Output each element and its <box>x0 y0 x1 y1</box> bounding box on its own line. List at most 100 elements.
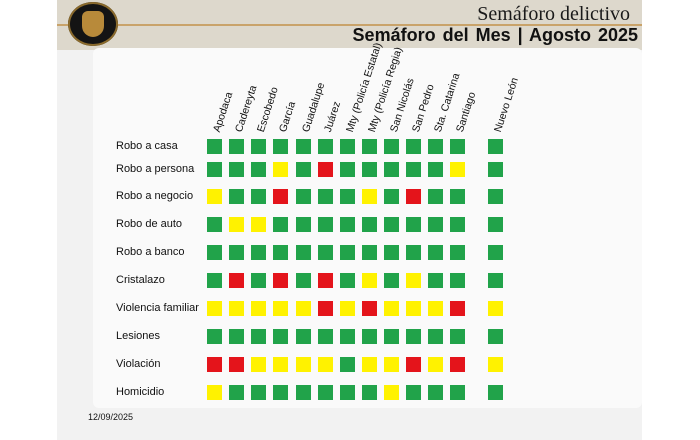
status-cell-green <box>229 162 244 177</box>
status-cell-green <box>340 273 355 288</box>
status-cell-green <box>450 245 465 260</box>
status-cell-green <box>428 385 443 400</box>
status-cell-yellow <box>207 189 222 204</box>
status-cell-green <box>207 162 222 177</box>
status-cell-yellow <box>207 385 222 400</box>
status-cell-green <box>340 385 355 400</box>
status-cell-green <box>296 162 311 177</box>
status-cell-green <box>251 273 266 288</box>
status-cell-green <box>488 385 503 400</box>
status-cell-green <box>207 217 222 232</box>
status-cell-green <box>428 162 443 177</box>
status-cell-yellow <box>273 357 288 372</box>
status-cell-green <box>296 217 311 232</box>
status-cell-green <box>362 162 377 177</box>
status-cell-green <box>406 162 421 177</box>
status-cell-green <box>362 329 377 344</box>
status-cell-green <box>488 162 503 177</box>
status-cell-green <box>428 189 443 204</box>
status-cell-green <box>362 385 377 400</box>
status-cell-green <box>229 385 244 400</box>
status-cell-green <box>488 139 503 154</box>
status-cell-red <box>229 357 244 372</box>
status-cell-green <box>428 245 443 260</box>
status-cell-green <box>428 273 443 288</box>
status-cell-green <box>318 245 333 260</box>
status-cell-green <box>362 245 377 260</box>
status-cell-yellow <box>488 301 503 316</box>
status-cell-yellow <box>251 301 266 316</box>
footer-date: 12/09/2025 <box>88 412 134 422</box>
status-cell-green <box>229 139 244 154</box>
status-cell-red <box>318 273 333 288</box>
status-cell-green <box>384 245 399 260</box>
status-cell-yellow <box>384 385 399 400</box>
status-cell-green <box>296 245 311 260</box>
status-cell-green <box>251 245 266 260</box>
status-cell-green <box>318 189 333 204</box>
row-label: Lesiones <box>116 330 161 342</box>
status-cell-green <box>296 139 311 154</box>
status-cell-yellow <box>488 357 503 372</box>
status-cell-green <box>296 189 311 204</box>
status-cell-green <box>384 273 399 288</box>
status-cell-yellow <box>251 357 266 372</box>
status-cell-yellow <box>251 217 266 232</box>
status-cell-yellow <box>296 357 311 372</box>
status-cell-green <box>340 217 355 232</box>
status-cell-green <box>384 329 399 344</box>
status-cell-green <box>273 139 288 154</box>
status-cell-green <box>296 385 311 400</box>
status-cell-green <box>340 329 355 344</box>
row-label: Violencia familiar <box>116 302 199 314</box>
logo-emblem-icon <box>82 11 104 37</box>
status-cell-green <box>450 217 465 232</box>
status-cell-green <box>450 189 465 204</box>
status-cell-green <box>406 329 421 344</box>
status-cell-red <box>406 189 421 204</box>
row-label: Robo de auto <box>116 218 183 230</box>
status-cell-green <box>296 273 311 288</box>
row-label: Robo a banco <box>116 246 185 258</box>
row-label: Homicidio <box>116 386 165 398</box>
status-cell-green <box>251 385 266 400</box>
status-cell-green <box>488 273 503 288</box>
logo-seal <box>68 2 118 46</box>
status-cell-green <box>318 329 333 344</box>
status-cell-yellow <box>362 189 377 204</box>
status-cell-yellow <box>384 357 399 372</box>
status-cell-green <box>273 329 288 344</box>
status-cell-green <box>340 162 355 177</box>
status-cell-green <box>428 139 443 154</box>
status-cell-yellow <box>362 357 377 372</box>
status-cell-yellow <box>384 301 399 316</box>
status-cell-yellow <box>273 162 288 177</box>
status-cell-green <box>340 139 355 154</box>
status-cell-green <box>207 139 222 154</box>
status-cell-green <box>384 189 399 204</box>
status-cell-yellow <box>273 301 288 316</box>
status-cell-green <box>251 189 266 204</box>
row-label: Robo a casa <box>116 140 178 152</box>
status-cell-green <box>229 329 244 344</box>
status-cell-red <box>273 273 288 288</box>
status-cell-green <box>406 217 421 232</box>
status-cell-green <box>251 329 266 344</box>
row-label: Robo a persona <box>116 163 195 175</box>
status-cell-yellow <box>296 301 311 316</box>
row-label: Robo a negocio <box>116 190 194 202</box>
row-label: Violación <box>116 358 161 370</box>
status-cell-green <box>273 217 288 232</box>
status-cell-yellow <box>406 301 421 316</box>
status-cell-green <box>488 217 503 232</box>
status-cell-green <box>318 139 333 154</box>
status-cell-red <box>318 301 333 316</box>
status-cell-green <box>406 245 421 260</box>
status-cell-red <box>318 162 333 177</box>
status-cell-yellow <box>340 301 355 316</box>
header-rule <box>57 24 642 26</box>
status-cell-red <box>450 357 465 372</box>
status-cell-green <box>450 329 465 344</box>
status-cell-green <box>362 217 377 232</box>
status-cell-green <box>318 217 333 232</box>
